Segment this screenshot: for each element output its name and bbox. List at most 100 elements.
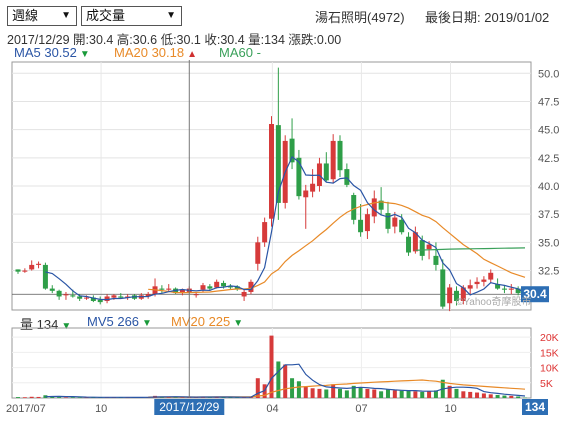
candle-body [385,213,391,229]
vol-legend-item-label: MV20 225 [171,314,231,329]
volume-bar [36,396,41,398]
time-tick-label: 10 [444,403,456,415]
candle-body [118,296,124,298]
volume-bar [475,392,480,398]
current-volume-label: 134 [525,400,545,414]
candle-body [97,299,103,303]
volume-bar [296,381,301,398]
candle-body [214,281,220,288]
candle-body [310,183,316,192]
volume-bar [351,385,356,398]
volume-bar [502,395,507,398]
candle-body [406,236,412,253]
candle-body [501,288,507,290]
volume-bar [468,391,473,398]
ma20-line [148,201,526,294]
volume-bar [399,390,404,398]
stock-title: 湯石照明(4972) [315,10,405,25]
candle-body [344,169,350,185]
volume-bar [454,388,459,398]
volume-bar [379,391,384,398]
price-tick-label: 42.5 [538,153,559,165]
candle-body [29,264,35,270]
candle-body [508,288,514,290]
period-select[interactable]: 週線 ▼ [7,6,77,26]
volume-bar [255,378,260,398]
candle-body [515,288,521,294]
volume-bar [29,396,34,398]
volume-bar [283,364,288,398]
candle-body [84,297,90,299]
time-tick-label: 07 [355,403,367,415]
volume-bar [63,397,68,398]
current-price-tag [521,286,549,303]
candle-body [36,263,42,265]
watermark: ©Yahoo奇摩股市 [456,295,532,308]
volume-tick-label: 20K [540,332,559,344]
price-tick-label: 47.5 [538,96,559,108]
volume-bar [57,397,62,398]
vol-legend-item-1: MV5 266 ▼ [87,314,152,329]
volume-bar [180,397,185,398]
ma5-line [45,155,526,301]
volume-tick-label: 15K [540,347,559,359]
time-tick-label: 04 [266,403,278,415]
volume-bar [413,391,418,398]
candle-body [399,219,405,233]
price-tick-label: 50.0 [538,68,559,80]
period-select-value: 週線 [12,8,39,23]
candle-body [303,190,309,198]
volume-bar [385,389,390,398]
volume-bar [276,361,281,398]
last-date: 最後日期: 2019/01/02 [425,10,550,25]
candle-body [351,195,357,220]
chevron-down-icon[interactable]: ▼ [61,10,71,21]
candle-body [56,290,62,297]
volume-bar [70,397,75,398]
volume-bar [481,393,486,398]
volume-bar [447,385,452,398]
candle-body [330,140,336,180]
volume-bar [433,390,438,398]
volume-bar [317,388,322,398]
candle-body [289,138,295,163]
volume-bar [427,391,432,398]
volume-bar [310,388,315,398]
candle-body [15,269,21,272]
price-tick-label: 37.5 [538,209,559,221]
candle-body [275,125,281,203]
candle-body [474,281,480,285]
indicator-select-value: 成交量 [86,8,126,23]
volume-bar [523,397,527,399]
candle-body [90,297,96,301]
volume-bar [324,389,329,398]
vol-legend-item-label: MV5 266 [87,314,140,329]
volume-bar [495,394,500,398]
triangle-down-icon: ▼ [233,318,244,329]
candle-body [433,255,439,265]
volume-bar [344,390,349,398]
ma-legend-item-label: MA60 - [219,45,261,60]
candle-body [179,289,185,294]
candle-body [440,269,446,307]
candle-body [77,296,83,299]
indicator-select[interactable]: 成交量 ▼ [81,6,182,26]
time-tick-label: 2017/07 [6,403,46,415]
candle-body [378,200,384,210]
volume-bar [228,397,233,398]
volume-bar [365,388,370,398]
volume-bar [303,386,308,398]
chevron-down-icon[interactable]: ▼ [166,10,176,21]
candle-body [358,219,364,233]
ma-legend-item-2: MA60 - [219,45,261,60]
vol-legend-item-2: MV20 225 ▼ [171,314,243,329]
candle-body [453,290,459,301]
volume-bar [509,395,514,398]
volume-bar [516,396,521,398]
candle-body [207,286,213,289]
volume-bar [372,389,377,398]
candle-body [200,285,206,290]
triangle-down-icon: ▼ [142,318,152,329]
triangle-up-icon: ▲ [187,49,198,60]
